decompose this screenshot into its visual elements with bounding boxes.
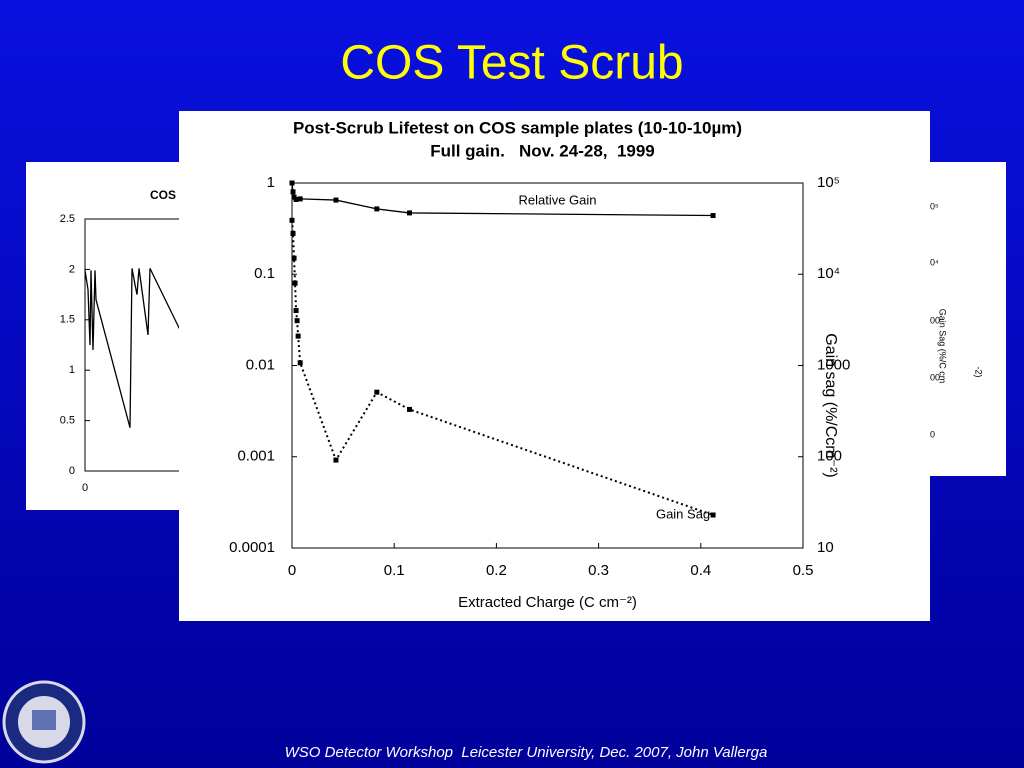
x-tick-label: 0.4 bbox=[690, 562, 711, 579]
chart-title: Post-Scrub Lifetest on COS sample plates… bbox=[293, 118, 742, 137]
series-label: Relative Gain bbox=[518, 192, 596, 207]
data-point bbox=[333, 457, 339, 463]
y-tick-label: 1 bbox=[267, 174, 275, 191]
data-point bbox=[293, 308, 299, 314]
data-point bbox=[297, 196, 303, 202]
main-panel bbox=[179, 111, 930, 621]
y-tick-label: 0.0001 bbox=[229, 539, 275, 556]
y-tick-label: 2 bbox=[69, 263, 75, 275]
x-tick-label: 0.3 bbox=[588, 562, 609, 579]
data-point bbox=[333, 197, 339, 203]
main-chart: Post-Scrub Lifetest on COS sample plates… bbox=[229, 118, 850, 610]
y-tick-label: 0.5 bbox=[60, 415, 75, 427]
data-point bbox=[407, 210, 413, 216]
x-tick-label: 0 bbox=[288, 562, 296, 579]
data-point bbox=[292, 280, 298, 286]
fragment-text: -2) bbox=[974, 367, 984, 378]
chart-title: COS bbox=[150, 188, 176, 202]
data-point bbox=[297, 360, 303, 366]
y2-tick-label: 10 bbox=[817, 539, 834, 556]
y-tick-label: 1 bbox=[69, 364, 75, 376]
y2-tick-label: 100 bbox=[817, 448, 842, 465]
footer: WSO Detector Workshop Leicester Universi… bbox=[285, 744, 768, 761]
y2-tick-label: 10⁴ bbox=[817, 265, 840, 282]
data-point bbox=[710, 512, 716, 518]
x-tick-label: 0 bbox=[82, 482, 88, 494]
data-point bbox=[293, 196, 299, 202]
data-point bbox=[294, 318, 300, 324]
data-point bbox=[295, 333, 301, 339]
series-label: Gain Sag bbox=[656, 506, 710, 521]
y-tick-label: 2.5 bbox=[60, 213, 75, 225]
y-tick-label: 0.001 bbox=[237, 448, 275, 465]
data-point bbox=[291, 255, 297, 261]
fragment-text: Gain Sag (%/C cm bbox=[938, 309, 948, 384]
y2-tick-label: 10⁵ bbox=[817, 174, 840, 191]
data-point bbox=[289, 180, 295, 186]
slide-title: COS Test Scrub bbox=[340, 37, 683, 90]
data-point bbox=[289, 217, 295, 223]
x-tick-label: 0.2 bbox=[486, 562, 507, 579]
y-tick-label: 0 bbox=[69, 465, 75, 477]
fragment-text: 0⁵ bbox=[930, 201, 939, 211]
data-point bbox=[710, 213, 716, 219]
data-point bbox=[290, 230, 296, 236]
x-axis-label: Extracted Charge (C cm⁻²) bbox=[458, 594, 637, 611]
data-point bbox=[374, 389, 380, 395]
series-line bbox=[84, 268, 181, 428]
series-line bbox=[291, 220, 714, 516]
fragment-text: 0⁴ bbox=[930, 257, 939, 267]
data-point bbox=[407, 406, 413, 412]
fragment-text: 0 bbox=[930, 429, 935, 439]
y2-axis-label: Gain sag (%/Ccm⁻²) bbox=[822, 333, 839, 477]
y-tick-label: 1.5 bbox=[60, 314, 75, 326]
y-tick-label: 0.01 bbox=[246, 356, 275, 373]
university-seal bbox=[2, 680, 86, 764]
fragment-text: 00 bbox=[930, 315, 940, 325]
chart-subtitle: Full gain. Nov. 24-28, 1999 bbox=[430, 141, 655, 160]
y-tick-label: 0.1 bbox=[254, 265, 275, 282]
fragment-text: 00 bbox=[930, 372, 940, 382]
data-point bbox=[374, 206, 380, 212]
x-tick-label: 0.5 bbox=[793, 562, 814, 579]
x-tick-label: 0.1 bbox=[384, 562, 405, 579]
data-point bbox=[290, 189, 296, 195]
y2-tick-label: 1000 bbox=[817, 356, 850, 373]
